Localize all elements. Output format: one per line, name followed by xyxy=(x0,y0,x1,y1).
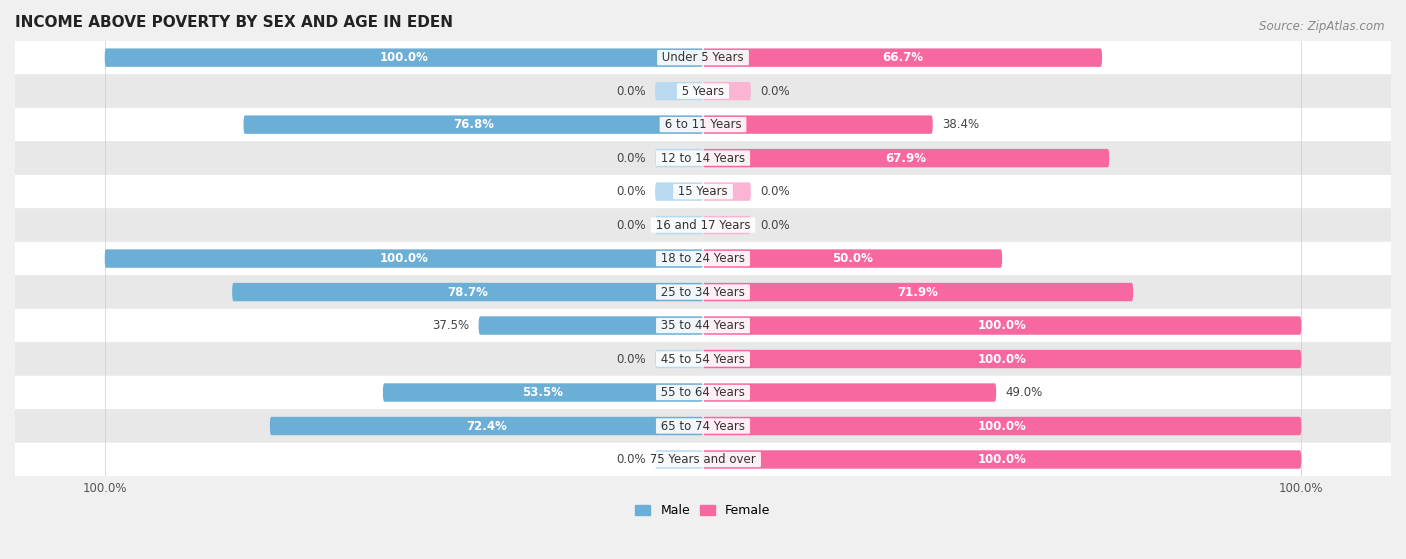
FancyBboxPatch shape xyxy=(232,283,703,301)
Text: INCOME ABOVE POVERTY BY SEX AND AGE IN EDEN: INCOME ABOVE POVERTY BY SEX AND AGE IN E… xyxy=(15,15,453,30)
Text: 5 Years: 5 Years xyxy=(678,84,728,98)
Text: 50.0%: 50.0% xyxy=(832,252,873,265)
FancyBboxPatch shape xyxy=(15,74,1391,108)
Text: 0.0%: 0.0% xyxy=(617,84,647,98)
FancyBboxPatch shape xyxy=(15,276,1391,309)
FancyBboxPatch shape xyxy=(655,182,703,201)
FancyBboxPatch shape xyxy=(703,383,995,402)
Text: 6 to 11 Years: 6 to 11 Years xyxy=(661,118,745,131)
Text: 55 to 64 Years: 55 to 64 Years xyxy=(657,386,749,399)
Text: 100.0%: 100.0% xyxy=(977,419,1026,433)
FancyBboxPatch shape xyxy=(703,115,932,134)
FancyBboxPatch shape xyxy=(703,451,1302,468)
FancyBboxPatch shape xyxy=(655,451,703,468)
Text: 0.0%: 0.0% xyxy=(617,185,647,198)
Text: 15 Years: 15 Years xyxy=(675,185,731,198)
Text: 53.5%: 53.5% xyxy=(523,386,564,399)
Text: 78.7%: 78.7% xyxy=(447,286,488,299)
Text: 38.4%: 38.4% xyxy=(942,118,979,131)
Text: 75 Years and over: 75 Years and over xyxy=(647,453,759,466)
Text: 71.9%: 71.9% xyxy=(897,286,939,299)
FancyBboxPatch shape xyxy=(703,249,1002,268)
Text: 0.0%: 0.0% xyxy=(759,219,789,231)
FancyBboxPatch shape xyxy=(703,316,1302,335)
FancyBboxPatch shape xyxy=(243,115,703,134)
FancyBboxPatch shape xyxy=(15,409,1391,443)
FancyBboxPatch shape xyxy=(15,376,1391,409)
Text: 0.0%: 0.0% xyxy=(617,453,647,466)
FancyBboxPatch shape xyxy=(15,342,1391,376)
Text: 37.5%: 37.5% xyxy=(433,319,470,332)
FancyBboxPatch shape xyxy=(655,350,703,368)
FancyBboxPatch shape xyxy=(703,417,1302,435)
Text: 12 to 14 Years: 12 to 14 Years xyxy=(657,151,749,164)
Text: 0.0%: 0.0% xyxy=(617,353,647,366)
Text: 100.0%: 100.0% xyxy=(977,353,1026,366)
Legend: Male, Female: Male, Female xyxy=(630,499,776,522)
FancyBboxPatch shape xyxy=(15,309,1391,342)
FancyBboxPatch shape xyxy=(655,149,703,167)
FancyBboxPatch shape xyxy=(15,209,1391,242)
FancyBboxPatch shape xyxy=(382,383,703,402)
FancyBboxPatch shape xyxy=(15,108,1391,141)
FancyBboxPatch shape xyxy=(270,417,703,435)
Text: 49.0%: 49.0% xyxy=(1005,386,1042,399)
FancyBboxPatch shape xyxy=(655,216,703,234)
Text: 35 to 44 Years: 35 to 44 Years xyxy=(657,319,749,332)
Text: 25 to 34 Years: 25 to 34 Years xyxy=(657,286,749,299)
Text: 0.0%: 0.0% xyxy=(759,185,789,198)
Text: 66.7%: 66.7% xyxy=(882,51,922,64)
FancyBboxPatch shape xyxy=(15,41,1391,74)
FancyBboxPatch shape xyxy=(655,82,703,100)
Text: Under 5 Years: Under 5 Years xyxy=(658,51,748,64)
Text: 100.0%: 100.0% xyxy=(977,453,1026,466)
Text: 72.4%: 72.4% xyxy=(465,419,508,433)
Text: 67.9%: 67.9% xyxy=(886,151,927,164)
FancyBboxPatch shape xyxy=(703,350,1302,368)
FancyBboxPatch shape xyxy=(104,249,703,268)
Text: 100.0%: 100.0% xyxy=(380,252,429,265)
Text: 0.0%: 0.0% xyxy=(759,84,789,98)
FancyBboxPatch shape xyxy=(15,443,1391,476)
Text: 76.8%: 76.8% xyxy=(453,118,494,131)
Text: 65 to 74 Years: 65 to 74 Years xyxy=(657,419,749,433)
Text: Source: ZipAtlas.com: Source: ZipAtlas.com xyxy=(1260,20,1385,32)
Text: 100.0%: 100.0% xyxy=(977,319,1026,332)
FancyBboxPatch shape xyxy=(104,49,703,67)
FancyBboxPatch shape xyxy=(478,316,703,335)
Text: 0.0%: 0.0% xyxy=(617,219,647,231)
FancyBboxPatch shape xyxy=(703,149,1109,167)
FancyBboxPatch shape xyxy=(703,283,1133,301)
FancyBboxPatch shape xyxy=(15,175,1391,209)
FancyBboxPatch shape xyxy=(15,242,1391,276)
FancyBboxPatch shape xyxy=(703,82,751,100)
Text: 100.0%: 100.0% xyxy=(380,51,429,64)
FancyBboxPatch shape xyxy=(703,182,751,201)
Text: 18 to 24 Years: 18 to 24 Years xyxy=(657,252,749,265)
FancyBboxPatch shape xyxy=(15,141,1391,175)
FancyBboxPatch shape xyxy=(703,49,1102,67)
Text: 0.0%: 0.0% xyxy=(617,151,647,164)
Text: 45 to 54 Years: 45 to 54 Years xyxy=(657,353,749,366)
FancyBboxPatch shape xyxy=(703,216,751,234)
Text: 16 and 17 Years: 16 and 17 Years xyxy=(652,219,754,231)
